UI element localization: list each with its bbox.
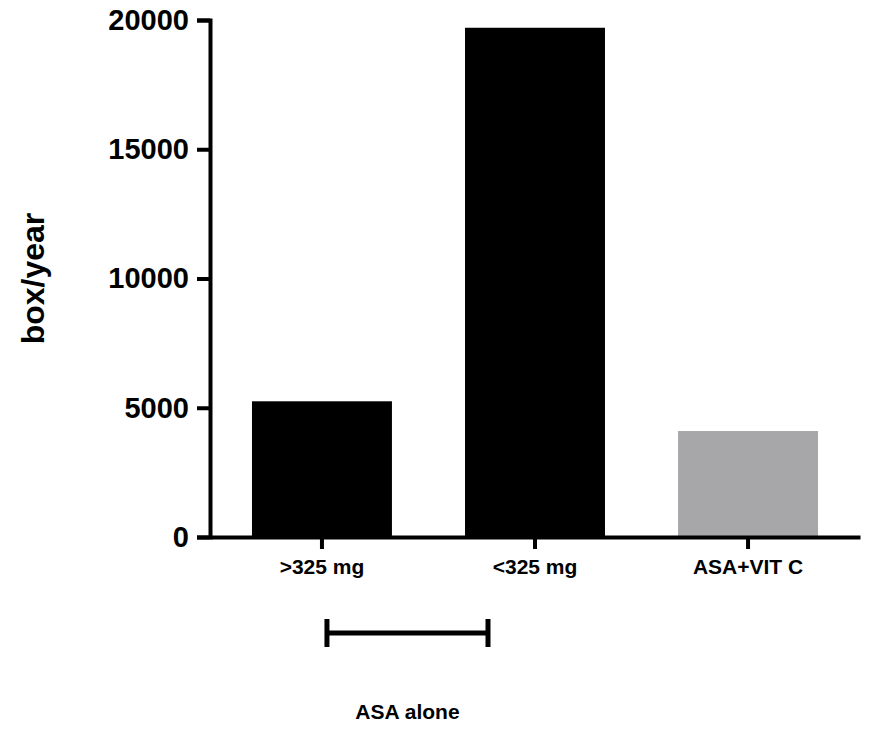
x-tick: >325 mg [280,537,365,578]
x-tick-mark [533,537,537,549]
bracket-end [486,619,491,647]
x-tick-mark [320,537,324,549]
y-tick: 0 [173,521,210,553]
y-tick-label: 0 [173,521,189,553]
y-axis-line [197,21,211,538]
bar [678,431,818,537]
x-tick-label: >325 mg [280,555,365,578]
bars [252,28,818,537]
y-tick: 5000 [124,392,210,424]
y-tick-label: 20000 [108,4,189,36]
bar [465,28,605,537]
x-tick: <325 mg [493,537,578,578]
y-tick-mark [197,406,210,410]
x-tick-label: ASA+VIT C [693,555,803,578]
y-tick-label: 15000 [108,133,189,165]
x-axis: >325 mg <325 mg ASA+VIT C [211,537,861,578]
annotation-label: ASA alone [355,700,459,723]
y-tick: 15000 [108,133,210,165]
annotation: ASA alone [327,619,488,723]
y-tick-mark [197,277,210,281]
y-tick-mark [197,19,210,23]
y-tick-label: 5000 [124,392,189,424]
y-tick: 20000 [108,4,210,36]
y-tick-mark [197,148,210,152]
bracket-line [327,631,488,636]
bar [252,401,392,537]
y-tick-mark [197,536,210,540]
y-axis-title: box/year [15,213,51,345]
y-tick: 10000 [108,262,210,294]
x-tick-mark [746,537,750,549]
y-axis: 0 5000 10000 15000 20000 [108,4,210,553]
x-tick-label: <325 mg [493,555,578,578]
y-tick-label: 10000 [108,262,189,294]
chart: 0 5000 10000 15000 20000 >325 mg <325 mg ASA+VI… [0,0,874,731]
plot: 0 5000 10000 15000 20000 >325 mg <325 mg ASA+VI… [108,4,860,578]
bracket-end [324,619,329,647]
x-tick: ASA+VIT C [693,537,803,578]
